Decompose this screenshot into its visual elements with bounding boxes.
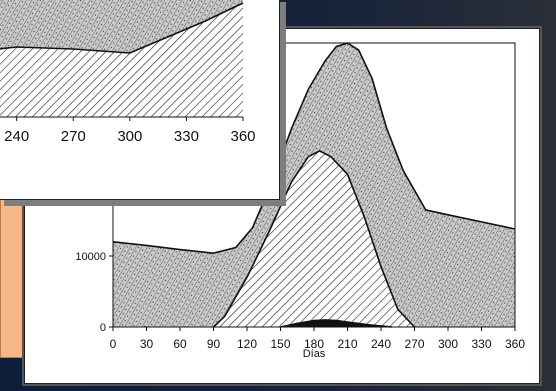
- x-axis-title: Días: [303, 348, 326, 360]
- y-axis-title: N: [33, 196, 41, 208]
- series-outline-2: [212, 150, 416, 328]
- x-tick-label-240: 240: [4, 128, 29, 145]
- x-tick-label-300: 300: [438, 337, 458, 351]
- x-tick-label-270: 270: [404, 337, 424, 351]
- x-tick-label-360: 360: [505, 337, 525, 351]
- area-series-2: [213, 150, 415, 327]
- series-outline-2: [0, 2, 244, 54]
- main-population-chart: 0 30 60 90 120 150 180 210 240 270 300 330 360 0 10000…: [33, 42, 525, 360]
- series-outline-1: [112, 42, 516, 255]
- x-tick-label-30: 30: [140, 337, 154, 351]
- x-tick-label-330: 330: [174, 128, 199, 145]
- inset-chart-card: 240 270 300 330 360: [0, 0, 280, 200]
- x-tick-label-150: 150: [270, 337, 290, 351]
- inset-chart: 240 270 300 330 360: [0, 0, 256, 145]
- x-tick-label-270: 270: [61, 128, 86, 145]
- y-tick-label-10000: 10000: [75, 251, 106, 263]
- x-tick-label-180: 180: [304, 337, 324, 351]
- x-tick-label-90: 90: [207, 337, 221, 351]
- main-chart-card: 0 30 60 90 120 150 180 210 240 270 300 330 360 0 10000…: [24, 28, 540, 384]
- x-tick-label-210: 210: [337, 337, 357, 351]
- x-tick-label-120: 120: [237, 337, 257, 351]
- x-tick-label-60: 60: [173, 337, 187, 351]
- x-tick-label-360: 360: [230, 128, 255, 145]
- x-tick-label-240: 240: [371, 337, 391, 351]
- series-outline-3: [280, 319, 393, 328]
- x-tick-label-330: 330: [471, 337, 491, 351]
- y-tick-label-0: 0: [100, 322, 106, 334]
- x-tick-label-300: 300: [117, 128, 142, 145]
- x-tick-label-0: 0: [110, 337, 117, 351]
